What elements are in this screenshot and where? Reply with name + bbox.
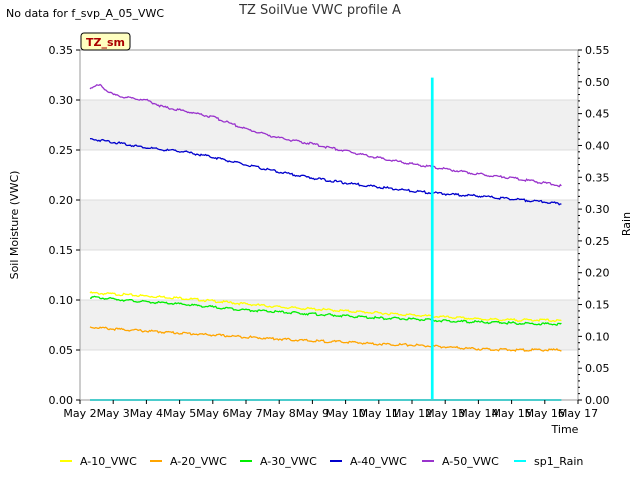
series-line-A-50_VWC [89,83,562,188]
x-tick-label: May 10 [325,407,365,420]
y-tick-label: 0.15 [49,244,74,257]
series-line-A-20_VWC [89,326,562,353]
x-tick-label: May 12 [392,407,432,420]
y-tick-label: 0.05 [49,344,74,357]
badge-box [80,32,131,51]
y-tick-label: 0.20 [49,194,74,207]
y2-tick-label: 0.15 [585,299,610,312]
x-tick-label: May 9 [296,407,329,420]
y2-tick-label: 0.50 [585,76,610,89]
x-tick-label: May 14 [458,407,498,420]
y2-tick-label: 0.05 [585,362,610,375]
y-tick-label: 0.25 [49,144,74,157]
y2-tick-label: 0.35 [585,171,610,184]
y-axis-label: Soil Moisture (VWC) [8,171,21,280]
legend-label: sp1_Rain [534,455,583,468]
x-tick-label: May 13 [425,407,465,420]
y2-tick-label: 0.10 [585,330,610,343]
plot-frame [79,49,579,401]
y2-tick-label: 0.40 [585,139,610,152]
x-tick-label: May 2 [63,407,96,420]
x-axis-label: Time [551,423,579,436]
y2-tick-label: 0.25 [585,235,610,248]
y2-tick-label: 0.45 [585,108,610,121]
x-tick-label: May 3 [97,407,130,420]
y-tick-label: 0.35 [49,44,74,57]
legend-label: A-40_VWC [350,455,407,468]
y-tick-label: 0.00 [49,394,74,407]
x-tick-label: May 11 [359,407,399,420]
legend-label: A-20_VWC [170,455,227,468]
x-tick-label: May 6 [196,407,229,420]
y2-tick-label: 0.30 [585,203,610,216]
y-tick-label: 0.10 [49,294,74,307]
x-tick-label: May 17 [558,407,598,420]
x-tick-label: May 16 [525,407,565,420]
y2-tick-label: 0.20 [585,267,610,280]
legend-label: A-30_VWC [260,455,317,468]
series-line-A-30_VWC [90,295,562,326]
badge-label: TZ_sm [86,36,125,49]
no-data-notice: No data for f_svp_A_05_VWC [6,7,165,20]
y2-axis-label: Rain [620,212,633,236]
series-line-A-10_VWC [89,290,562,323]
grid-band [80,100,578,150]
legend-label: A-10_VWC [80,455,137,468]
x-tick-label: May 5 [163,407,196,420]
y2-tick-label: 0.00 [585,394,610,407]
chart-title: TZ SoilVue VWC profile A [239,3,401,18]
x-tick-label: May 8 [263,407,296,420]
series-line-A-40_VWC [89,137,562,206]
grid-band [80,200,578,250]
legend-label: A-50_VWC [442,455,499,468]
y-tick-label: 0.30 [49,94,74,107]
grid-band [80,300,578,350]
x-tick-label: May 4 [130,407,163,420]
x-tick-label: May 7 [229,407,262,420]
x-tick-label: May 15 [491,407,531,420]
y2-tick-label: 0.55 [585,44,610,57]
